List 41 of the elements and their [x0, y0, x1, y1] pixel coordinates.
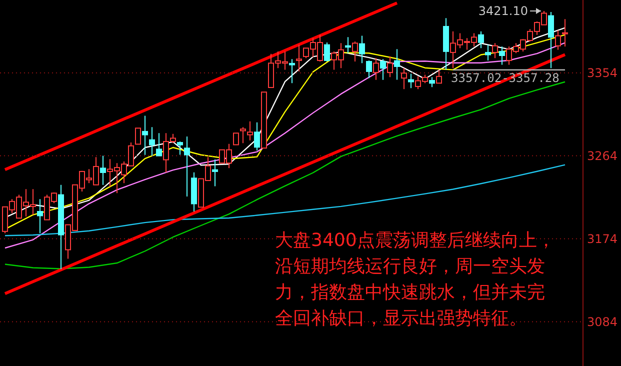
candlestick [212, 158, 218, 187]
candlestick [240, 126, 246, 144]
candlestick [380, 58, 386, 80]
candlestick [429, 76, 435, 88]
candlestick [142, 115, 148, 156]
candlestick [436, 70, 442, 84]
y-tick-label: 3084 [587, 314, 618, 329]
candlestick [177, 141, 183, 156]
y-tick-label: 3354 [587, 66, 618, 80]
candlestick [37, 198, 43, 234]
candlestick [499, 46, 505, 66]
candlestick [352, 40, 358, 62]
candlestick [562, 18, 568, 47]
candlestick [401, 68, 407, 90]
candlestick [156, 132, 162, 156]
candlestick [548, 11, 554, 69]
y-tick-label: 3174 [587, 232, 618, 246]
y-tick-label: 3264 [587, 149, 618, 164]
candlestick [289, 58, 295, 84]
candlestick [135, 128, 141, 145]
candlestick [485, 44, 491, 61]
candlestick [100, 155, 106, 186]
candlestick [478, 30, 484, 49]
candlestick [247, 120, 253, 141]
candlestick [359, 35, 365, 64]
candlestick [345, 36, 351, 54]
candlestick [184, 136, 190, 197]
annotation: 3421.10 [478, 4, 528, 18]
candlestick [254, 122, 260, 151]
candlestick [394, 48, 400, 80]
candlestick [149, 126, 155, 156]
candlestick [492, 42, 498, 59]
candlestick [296, 44, 302, 72]
candlestick [324, 42, 330, 62]
candlestick [373, 58, 379, 80]
candlestick [408, 73, 414, 89]
annotation: 大盘3400点震荡调整后继续向上，沿短期均线运行良好，周一空头发力，指数盘中快速跳水，但并未完全回补缺口，显示出强势特征。 [275, 230, 555, 329]
candlestick [233, 132, 239, 146]
candlestick [555, 30, 561, 50]
candlestick [387, 56, 393, 78]
candlestick [366, 60, 372, 79]
